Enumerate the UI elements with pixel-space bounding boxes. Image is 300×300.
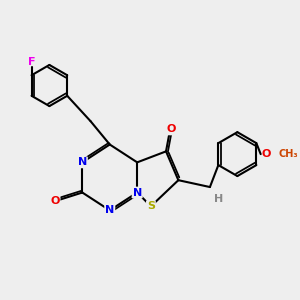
Text: O: O — [50, 196, 60, 206]
Text: CH₃: CH₃ — [278, 149, 298, 159]
Text: N: N — [133, 188, 142, 197]
Text: O: O — [167, 124, 176, 134]
Text: F: F — [28, 56, 35, 67]
Text: N: N — [105, 206, 114, 215]
Text: N: N — [78, 157, 87, 167]
Text: H: H — [214, 194, 223, 204]
Text: O: O — [262, 149, 271, 159]
Text: S: S — [147, 201, 155, 211]
